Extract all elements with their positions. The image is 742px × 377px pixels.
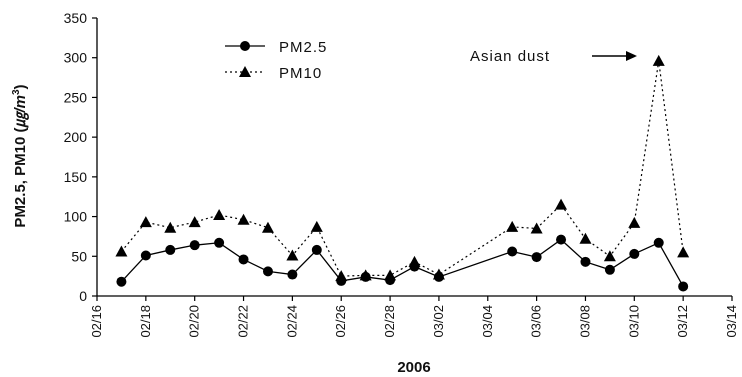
annotation-text: Asian dust bbox=[470, 48, 550, 65]
data-point-pm10 bbox=[652, 54, 665, 66]
data-point-pm10 bbox=[237, 213, 250, 225]
x-tick-label: 03/12 bbox=[675, 305, 690, 338]
x-tick-label: 03/10 bbox=[626, 305, 641, 338]
data-point-pm10 bbox=[384, 269, 397, 281]
data-point-pm10 bbox=[139, 216, 152, 228]
data-point-pm10 bbox=[603, 250, 616, 262]
x-tick-label: 03/14 bbox=[724, 305, 739, 338]
x-tick-label: 02/26 bbox=[333, 305, 348, 338]
annotation: Asian dust bbox=[470, 48, 637, 65]
x-tick-label: 03/06 bbox=[529, 305, 544, 338]
data-point-pm10 bbox=[506, 220, 519, 232]
data-point-pm25 bbox=[311, 244, 322, 255]
data-point-pm10 bbox=[261, 221, 274, 233]
data-point-pm25 bbox=[678, 281, 689, 292]
data-point-pm10 bbox=[359, 269, 372, 281]
annotation-arrow-head bbox=[626, 51, 637, 61]
x-tick-label: 03/02 bbox=[431, 305, 446, 338]
y-tick-label: 350 bbox=[64, 10, 88, 26]
series-layer bbox=[115, 54, 690, 292]
data-point-pm10 bbox=[530, 222, 543, 234]
y-tick-label: 0 bbox=[79, 288, 87, 304]
y-ticks: 0 50 100 150 200 250 300 350 bbox=[64, 10, 97, 304]
data-point-pm25 bbox=[287, 269, 298, 280]
x-tick-label: 02/28 bbox=[382, 305, 397, 338]
x-tick-label: 02/16 bbox=[89, 305, 104, 338]
legend-marker-pm10 bbox=[239, 66, 251, 77]
y-axis-title-sup: 3 bbox=[11, 89, 22, 95]
y-tick-label: 200 bbox=[64, 129, 88, 145]
x-tick-label: 03/08 bbox=[577, 305, 592, 338]
data-point-pm10 bbox=[188, 216, 201, 228]
data-point-pm25 bbox=[531, 252, 542, 263]
y-tick-label: 250 bbox=[64, 89, 88, 105]
data-point-pm10 bbox=[164, 221, 177, 233]
data-point-pm25 bbox=[262, 266, 273, 277]
data-point-pm10 bbox=[213, 208, 226, 220]
y-axis-title-unit: ㎍/m bbox=[12, 95, 29, 129]
data-point-pm25 bbox=[116, 276, 127, 287]
data-point-pm10 bbox=[408, 255, 421, 267]
x-tick-label: 02/20 bbox=[187, 305, 202, 338]
data-point-pm25 bbox=[165, 244, 176, 255]
x-axis-title: 2006 bbox=[397, 359, 430, 376]
data-point-pm25 bbox=[238, 254, 249, 265]
y-axis-title-end: ) bbox=[12, 84, 29, 89]
data-point-pm25 bbox=[189, 240, 200, 251]
data-point-pm10 bbox=[579, 232, 592, 244]
data-point-pm25 bbox=[653, 237, 664, 248]
y-axis-title: PM2.5, PM10 (㎍/m3) bbox=[11, 84, 29, 227]
series-line-pm10 bbox=[120, 60, 684, 277]
data-point-pm10 bbox=[628, 216, 641, 228]
x-ticks: 02/16 02/18 02/20 02/22 02/24 02/26 02/28 03/02… bbox=[89, 296, 739, 338]
data-point-pm25 bbox=[214, 237, 225, 248]
data-point-pm10 bbox=[310, 220, 323, 232]
y-tick-label: 150 bbox=[64, 169, 88, 185]
x-tick-label: 02/24 bbox=[284, 305, 299, 338]
data-point-pm25 bbox=[580, 256, 591, 267]
x-tick-label: 02/18 bbox=[138, 305, 153, 338]
legend-label-pm25: PM2.5 bbox=[279, 39, 327, 56]
axes bbox=[96, 18, 732, 297]
y-tick-label: 50 bbox=[71, 248, 87, 264]
x-tick-label: 03/04 bbox=[480, 305, 495, 338]
legend-marker-pm25 bbox=[240, 41, 250, 51]
data-point-pm25 bbox=[629, 248, 640, 259]
y-tick-label: 100 bbox=[64, 209, 88, 225]
data-point-pm25 bbox=[604, 264, 615, 275]
data-point-pm10 bbox=[115, 245, 128, 257]
data-point-pm10 bbox=[677, 246, 690, 258]
series-line-pm25 bbox=[120, 238, 684, 287]
data-point-pm10 bbox=[335, 270, 348, 282]
legend: PM2.5 PM10 bbox=[225, 39, 327, 82]
y-axis-title-main: PM2.5, PM10 ( bbox=[12, 128, 29, 228]
data-point-pm25 bbox=[140, 250, 151, 261]
data-point-pm10 bbox=[555, 198, 568, 210]
data-point-pm10 bbox=[432, 268, 445, 280]
y-tick-label: 300 bbox=[64, 50, 88, 66]
data-point-pm25 bbox=[507, 246, 518, 257]
data-point-pm25 bbox=[556, 234, 567, 245]
legend-label-pm10: PM10 bbox=[279, 65, 322, 82]
data-point-pm10 bbox=[286, 249, 299, 261]
x-tick-label: 02/22 bbox=[236, 305, 251, 338]
